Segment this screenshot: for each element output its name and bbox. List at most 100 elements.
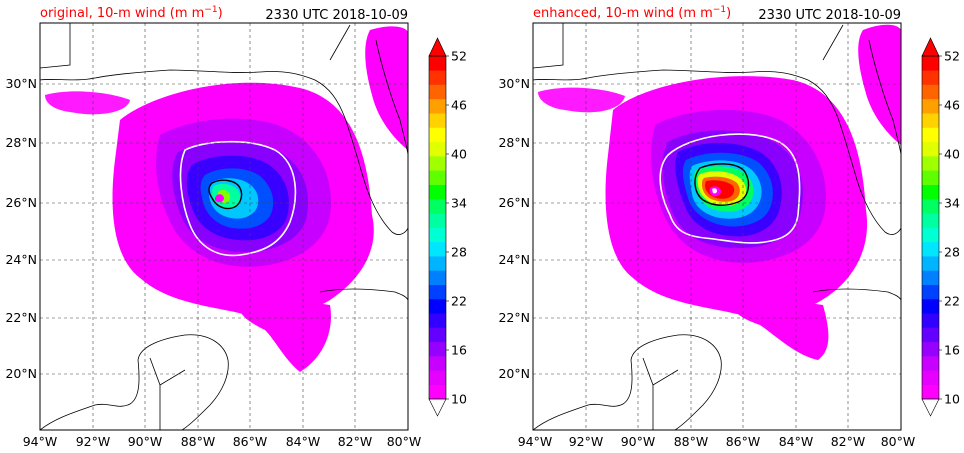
colorbar-segment	[429, 170, 446, 185]
colorbar-extend-max	[921, 37, 940, 57]
colorbar-tick-label: 52	[451, 49, 467, 64]
colorbar-segment	[922, 313, 939, 328]
colorbar-segment	[429, 241, 446, 257]
contour-black	[208, 179, 243, 210]
panel-title-left: original, 10-m wind (m m−1)	[40, 5, 223, 21]
colorbar-segment	[429, 327, 446, 343]
lon-tick: 86°W	[233, 434, 268, 449]
colorbar-segment	[922, 327, 939, 343]
coastlines	[40, 23, 408, 430]
colorbar-segment	[429, 213, 446, 228]
panel-original: original, 10-m wind (m m−1) 2330 UTC 201…	[5, 5, 466, 449]
colorbar-segment	[922, 356, 939, 371]
colorbar-segment	[922, 298, 939, 314]
colorbar-segment	[429, 341, 446, 357]
colorbar-segment	[429, 284, 446, 300]
lon-tick: 88°W	[674, 434, 709, 449]
lat-tick: 26°N	[498, 195, 530, 210]
map-frame	[532, 22, 902, 431]
lon-tick: 84°W	[779, 434, 814, 449]
lon-tick: 92°W	[569, 434, 604, 449]
lon-tick: 94°W	[23, 434, 58, 449]
panel-title-left: enhanced, 10-m wind (m m−1)	[533, 5, 731, 21]
colorbar-segment	[429, 184, 446, 200]
colorbar-frame	[921, 55, 940, 400]
lat-tick: 28°N	[5, 135, 37, 150]
colorbar-segment	[429, 98, 446, 114]
colorbar-segment	[429, 156, 446, 171]
colorbar-tick-label: 22	[944, 294, 960, 309]
colorbar-segment	[429, 113, 446, 128]
lon-tick: 92°W	[76, 434, 111, 449]
colorbar-segment	[922, 141, 939, 157]
colorbar-tick-label: 22	[451, 294, 467, 309]
lon-tick: 84°W	[286, 434, 321, 449]
gridlines	[40, 23, 408, 430]
lon-tick: 80°W	[881, 434, 916, 449]
lon-axis: 94°W 92°W 90°W 88°W 86°W 84°W 82°W 80°W	[518, 434, 916, 449]
lon-tick: 94°W	[518, 434, 553, 449]
colorbar-segment	[922, 56, 939, 71]
colorbar-segment	[429, 70, 446, 85]
coastlines	[533, 23, 901, 430]
lon-tick: 88°W	[181, 434, 216, 449]
colorbar-segment	[429, 227, 446, 243]
wind-field	[45, 26, 408, 372]
lon-tick: 90°W	[621, 434, 656, 449]
colorbar-segment	[922, 370, 939, 386]
colorbar-extend-max	[428, 37, 447, 57]
contour-white	[179, 140, 297, 257]
contour-white	[659, 133, 801, 244]
colorbar-tick-label: 28	[944, 245, 960, 260]
colorbar-segment	[922, 113, 939, 128]
colorbar-segment	[429, 384, 446, 400]
colorbar-segment	[922, 156, 939, 171]
lat-tick: 30°N	[498, 76, 530, 91]
colorbar-tick-label: 52	[944, 49, 960, 64]
colorbar-segment	[922, 341, 939, 357]
contour-black	[694, 163, 750, 206]
colorbar: 52 46 40 34 28 22 16 10	[428, 37, 467, 417]
lon-tick: 82°W	[338, 434, 373, 449]
map-area	[40, 23, 408, 430]
colorbar-segment	[922, 84, 939, 100]
colorbar-segment	[922, 198, 939, 214]
colorbar-segment	[922, 184, 939, 200]
lat-axis: 30°N 28°N 26°N 24°N 22°N 20°N	[498, 76, 530, 381]
colorbar-segment	[922, 170, 939, 185]
colorbar-segment	[429, 370, 446, 386]
colorbar-tick-label: 16	[451, 343, 467, 358]
lat-axis: 30°N 28°N 26°N 24°N 22°N 20°N	[5, 76, 37, 381]
lat-tick: 26°N	[5, 195, 37, 210]
colorbar-segment	[429, 313, 446, 328]
colorbar-tick-label: 34	[944, 196, 960, 211]
colorbar-segment	[922, 270, 939, 285]
colorbar-segment	[922, 70, 939, 85]
lat-tick: 24°N	[5, 252, 37, 267]
colorbar-tick-label: 34	[451, 196, 467, 211]
lat-tick: 20°N	[498, 366, 530, 381]
colorbar-segment	[922, 384, 939, 400]
lon-tick: 82°W	[831, 434, 866, 449]
colorbar-segment	[922, 284, 939, 300]
colorbar-segment	[429, 270, 446, 285]
lon-axis: 94°W 92°W 90°W 88°W 86°W 84°W 82°W 80°W	[23, 434, 422, 449]
map-area	[533, 23, 901, 430]
colorbar-segment	[429, 84, 446, 100]
panel-enhanced: enhanced, 10-m wind (m m−1) 2330 UTC 201…	[498, 5, 959, 449]
colorbar-segment	[429, 198, 446, 214]
lon-tick: 90°W	[128, 434, 163, 449]
colorbar-segment	[429, 298, 446, 314]
colorbar-tick-label: 16	[944, 343, 960, 358]
colorbar-tick-label: 10	[451, 392, 467, 407]
colorbar-segment	[429, 127, 446, 143]
colorbar-segment	[922, 213, 939, 228]
lon-tick: 80°W	[387, 434, 422, 449]
colorbar-segment	[922, 241, 939, 257]
colorbar-segment	[922, 227, 939, 243]
gridlines	[533, 23, 901, 430]
wind-field	[538, 24, 901, 360]
colorbar: 52 46 40 34 28 22 16 10	[921, 37, 960, 417]
lat-tick: 24°N	[498, 252, 530, 267]
lat-tick: 22°N	[498, 310, 530, 325]
